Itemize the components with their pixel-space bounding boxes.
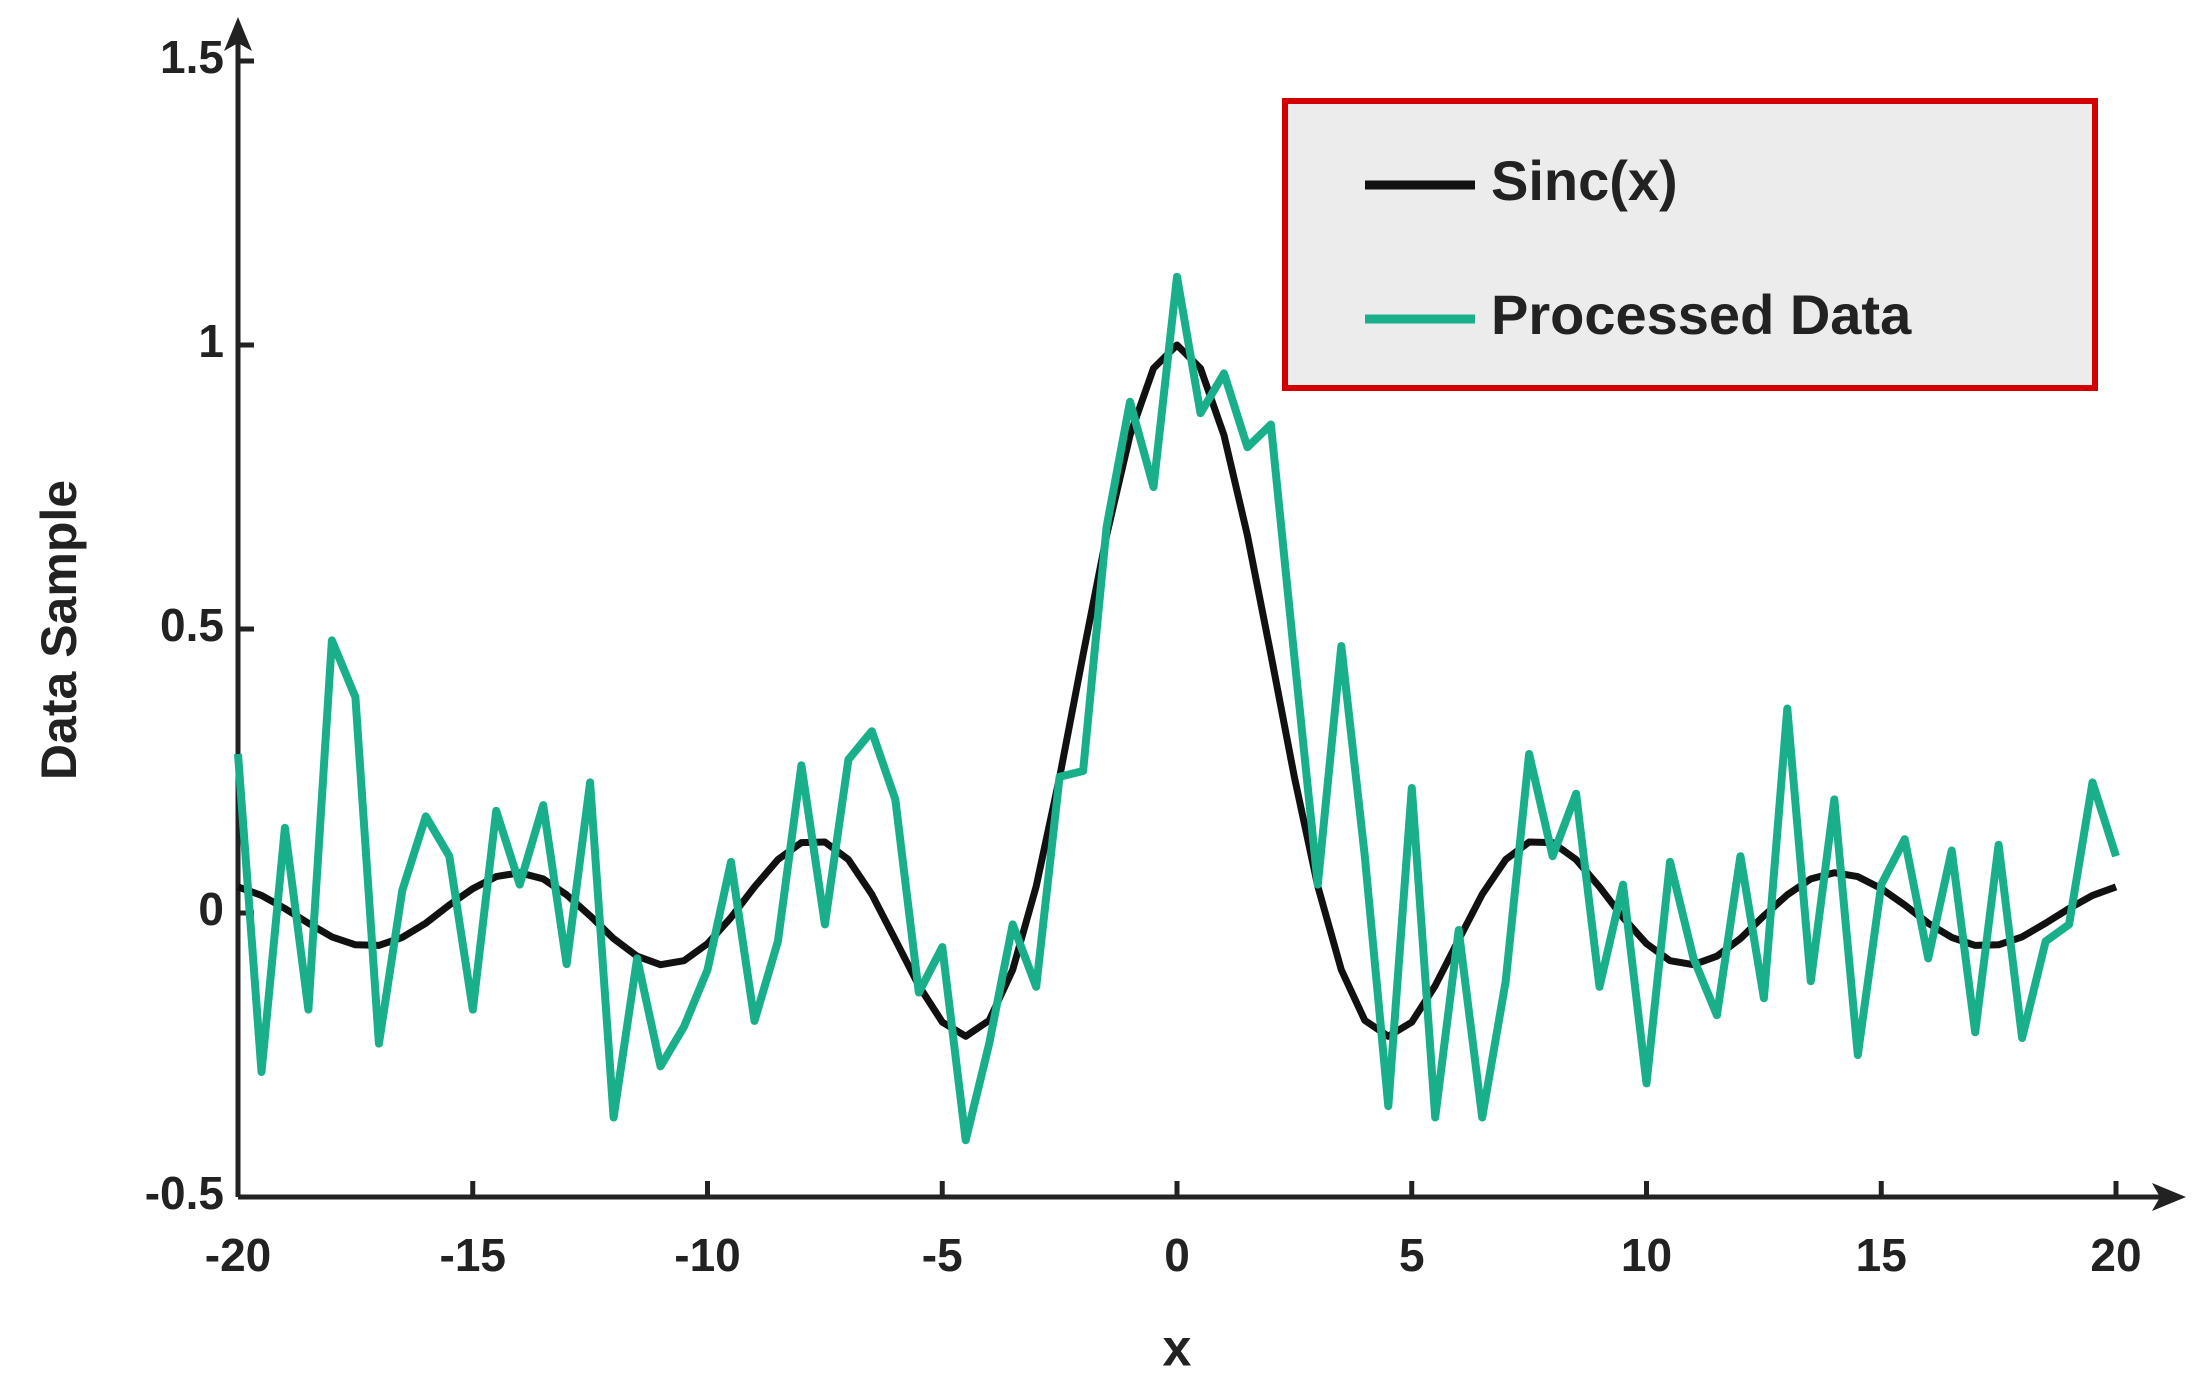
x-tick-label: -5 xyxy=(922,1229,963,1281)
y-tick-label: 0.5 xyxy=(160,599,224,651)
y-tick-label: -0.5 xyxy=(145,1167,224,1219)
x-tick-label: 15 xyxy=(1856,1229,1907,1281)
y-tick-label: 1.5 xyxy=(160,31,224,83)
data-line xyxy=(236,341,2118,1040)
y-tick-label: 1 xyxy=(198,315,224,367)
legend-label: Sinc(x) xyxy=(1491,149,1678,212)
x-tick-label: 20 xyxy=(2090,1229,2141,1281)
x-tick-label: -20 xyxy=(205,1229,271,1281)
x-tick-label: -15 xyxy=(440,1229,506,1281)
y-tick-label: 0 xyxy=(198,883,224,935)
legend-box xyxy=(1282,98,2098,391)
legend-label: Processed Data xyxy=(1491,283,1912,346)
y-axis-label: Data Sample xyxy=(31,480,87,780)
data-line xyxy=(234,272,2120,1145)
x-tick-label: 0 xyxy=(1164,1229,1190,1281)
x-axis-label: x xyxy=(1163,1320,1192,1378)
y-axis-arrow xyxy=(224,17,252,51)
x-tick-label: 10 xyxy=(1621,1229,1672,1281)
x-tick-label: -10 xyxy=(674,1229,740,1281)
x-axis-arrow xyxy=(2152,1183,2186,1211)
x-tick-label: 5 xyxy=(1399,1229,1425,1281)
